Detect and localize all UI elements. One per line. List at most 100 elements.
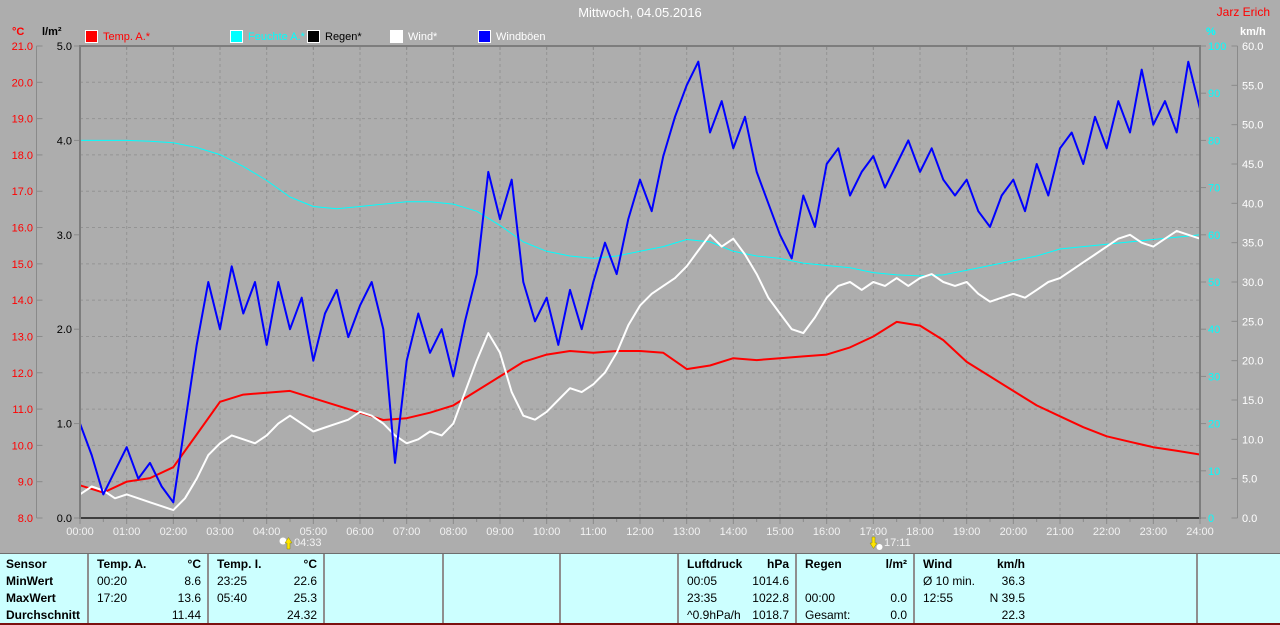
column-cell bbox=[444, 573, 561, 590]
svg-text:22:00: 22:00 bbox=[1093, 526, 1121, 538]
svg-text:15.0: 15.0 bbox=[1242, 395, 1263, 407]
svg-text:10.0: 10.0 bbox=[1242, 434, 1263, 446]
svg-text:18:00: 18:00 bbox=[906, 526, 934, 538]
svg-text:19:00: 19:00 bbox=[953, 526, 981, 538]
sunrise-marker: 04:33 bbox=[279, 536, 322, 550]
table-column-temp-i-: Temp. I. °C 23:25 22.6 05:40 25.3 24.32 bbox=[207, 554, 323, 623]
series-line-wind bbox=[81, 229, 1199, 512]
svg-text:4.0: 4.0 bbox=[57, 135, 72, 147]
series-line-temp-a bbox=[81, 320, 1199, 494]
column-header bbox=[1198, 556, 1280, 573]
series-lines bbox=[81, 60, 1199, 519]
svg-text:0: 0 bbox=[1208, 513, 1214, 525]
sunrise-time: 04:33 bbox=[294, 537, 322, 549]
table-column-luftdruck: Luftdruck hPa 00:05 1014.6 23:35 1022.8 ^0.9hP… bbox=[677, 554, 795, 623]
gusts-swatch-icon bbox=[478, 30, 491, 43]
cell-value: km/h bbox=[996, 557, 1025, 571]
svg-text:0.0: 0.0 bbox=[57, 513, 72, 525]
column-cell bbox=[325, 607, 444, 624]
legend-label: Feuchte A.* bbox=[248, 30, 305, 43]
cell-value: 1022.8 bbox=[752, 591, 789, 605]
svg-text:23:00: 23:00 bbox=[1140, 526, 1168, 538]
svg-text:12:00: 12:00 bbox=[626, 526, 654, 538]
wind-axis-unit: km/h bbox=[1240, 26, 1266, 38]
legend-item-gusts: Windböen bbox=[478, 30, 546, 43]
column-header: Wind km/h bbox=[915, 556, 1033, 573]
svg-text:12.0: 12.0 bbox=[12, 368, 33, 380]
column-header: Temp. A. °C bbox=[89, 556, 209, 573]
column-cell: Ø 10 min. 36.3 bbox=[915, 573, 1033, 590]
svg-text:00:00: 00:00 bbox=[66, 526, 94, 538]
legend: Temp. A.* Feuchte A.* Regen* Wind* Windb… bbox=[0, 0, 1280, 46]
column-cell: 22.3 bbox=[915, 607, 1033, 624]
svg-text:18.0: 18.0 bbox=[12, 150, 33, 162]
sunrise-icon bbox=[279, 537, 293, 550]
cell-time: Gesamt: bbox=[805, 608, 851, 622]
svg-text:02:00: 02:00 bbox=[160, 526, 188, 538]
wind-swatch-icon bbox=[390, 30, 403, 43]
svg-text:30: 30 bbox=[1208, 371, 1220, 383]
table-column-empty bbox=[323, 554, 442, 623]
svg-text:05:00: 05:00 bbox=[300, 526, 328, 538]
column-cell: 17:20 13.6 bbox=[89, 590, 209, 607]
table-row-labels: Sensor MinWert MaxWert Durchschnitt bbox=[6, 556, 80, 624]
column-cell: 12:55 N 39.5 bbox=[915, 590, 1033, 607]
column-header bbox=[325, 556, 444, 573]
column-cell bbox=[1198, 590, 1280, 607]
column-header: Temp. I. °C bbox=[209, 556, 325, 573]
cell-value: °C bbox=[187, 557, 201, 571]
column-cell bbox=[797, 573, 915, 590]
column-cell bbox=[1198, 573, 1280, 590]
svg-text:20.0: 20.0 bbox=[1242, 356, 1263, 368]
column-cell bbox=[561, 573, 679, 590]
temp-swatch-icon bbox=[85, 30, 98, 43]
cell-value: 24.32 bbox=[286, 608, 317, 622]
svg-text:3.0: 3.0 bbox=[57, 230, 72, 242]
svg-text:16.0: 16.0 bbox=[12, 223, 33, 235]
svg-text:25.0: 25.0 bbox=[1242, 316, 1263, 328]
column-cell bbox=[444, 607, 561, 624]
column-cell: 24.32 bbox=[209, 607, 325, 624]
cell-time: Temp. A. bbox=[97, 557, 147, 571]
svg-text:07:00: 07:00 bbox=[393, 526, 421, 538]
svg-text:5.0: 5.0 bbox=[57, 41, 72, 53]
cell-value: 0.0 bbox=[890, 608, 907, 622]
svg-text:55.0: 55.0 bbox=[1242, 80, 1263, 92]
svg-text:60.0: 60.0 bbox=[1242, 41, 1263, 53]
column-header bbox=[561, 556, 679, 573]
temp-axis-unit: °C bbox=[12, 26, 25, 38]
cell-time: Ø 10 min. bbox=[923, 574, 976, 588]
cell-value: 13.6 bbox=[177, 591, 201, 605]
column-cell: ^0.9hPa/h 1018.7 bbox=[679, 607, 797, 624]
cell-value: °C bbox=[303, 557, 317, 571]
svg-text:40: 40 bbox=[1208, 324, 1220, 336]
legend-item-rain: Regen* bbox=[307, 30, 362, 43]
column-header: Luftdruck hPa bbox=[679, 556, 797, 573]
svg-text:50: 50 bbox=[1208, 277, 1220, 289]
cell-value: l/m² bbox=[885, 557, 907, 571]
svg-text:21:00: 21:00 bbox=[1046, 526, 1074, 538]
table-column-wind: Wind km/h Ø 10 min. 36.3 12:55 N 39.5 22.3 bbox=[913, 554, 1196, 623]
svg-text:19.0: 19.0 bbox=[12, 114, 33, 126]
svg-text:10:00: 10:00 bbox=[533, 526, 561, 538]
row-label-minwert: MinWert bbox=[6, 574, 54, 588]
svg-text:80: 80 bbox=[1208, 135, 1220, 147]
axes: 21.0 20.0 19.0 18.0 17.0 16.0 15.0 14.0 13.0 12.0… bbox=[12, 41, 1264, 525]
owner-name: Jarz Erich bbox=[1216, 5, 1270, 19]
rain-swatch-icon bbox=[307, 30, 320, 43]
column-cell: 00:20 8.6 bbox=[89, 573, 209, 590]
cell-value: 22.3 bbox=[1001, 608, 1025, 622]
svg-text:90: 90 bbox=[1208, 88, 1220, 100]
row-label-sensor: Sensor bbox=[6, 557, 47, 571]
cell-time: 17:20 bbox=[97, 591, 128, 605]
cell-time: 05:40 bbox=[217, 591, 248, 605]
legend-item-temp: Temp. A.* bbox=[85, 30, 150, 43]
svg-text:04:00: 04:00 bbox=[253, 526, 281, 538]
svg-text:60: 60 bbox=[1208, 230, 1220, 242]
cell-time: 23:25 bbox=[217, 574, 248, 588]
svg-text:2.0: 2.0 bbox=[57, 324, 72, 336]
table-column-empty bbox=[559, 554, 677, 623]
series-line-feuchte-a bbox=[81, 139, 1199, 277]
svg-text:11.0: 11.0 bbox=[12, 404, 33, 416]
